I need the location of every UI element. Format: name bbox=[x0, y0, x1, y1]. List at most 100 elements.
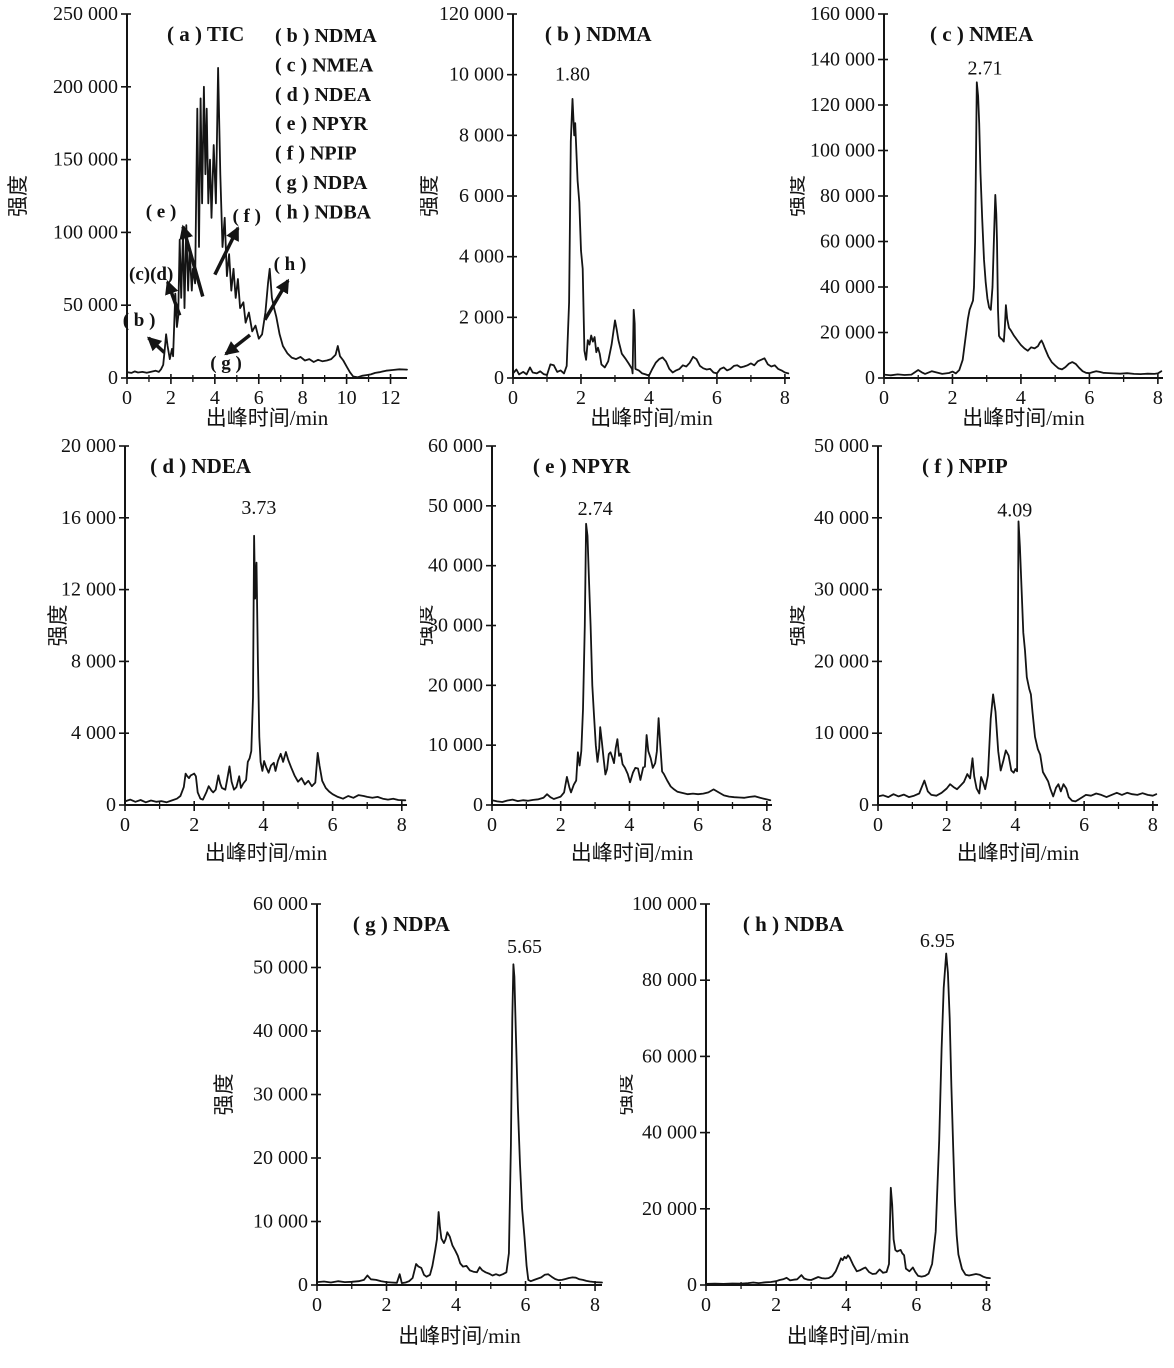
legend-item: ( f ) NPIP bbox=[275, 143, 357, 165]
annotation-arrow bbox=[147, 336, 166, 354]
y-tick-label: 8 000 bbox=[71, 650, 116, 672]
chromatogram-panel-b: 0 2 4 6 8 0 2 000 4 000 6 000 8 000 10 000 120 000 (… bbox=[417, 0, 790, 430]
y-tick-label: 200 000 bbox=[53, 76, 118, 98]
x-axis-title: 出峰时间/min bbox=[571, 841, 694, 865]
y-tick-label: 0 bbox=[108, 367, 118, 389]
x-axis-title: 出峰时间/min bbox=[205, 841, 328, 865]
chromatogram-chart-c: 0 2 4 6 8 0 20 000 40 000 60 000 80 000 100 000 120… bbox=[784, 3, 1163, 430]
y-tick-label: 50 000 bbox=[253, 957, 308, 979]
y-tick-label: 40 000 bbox=[820, 276, 875, 298]
annotation-arrow bbox=[224, 333, 252, 356]
y-tick-label: 0 bbox=[106, 794, 116, 816]
annotation-label: ( g ) bbox=[210, 353, 242, 374]
annotation-label: ( e ) bbox=[146, 202, 177, 223]
y-tick-label: 120 000 bbox=[810, 94, 875, 116]
x-axis-title: 出峰时间/min bbox=[206, 406, 329, 430]
peak-retention-label: 5.65 bbox=[507, 936, 542, 958]
chromatogram-chart-b: 0 2 4 6 8 0 2 000 4 000 6 000 8 000 10 000 120 000 (… bbox=[417, 3, 790, 430]
panel-title: ( d ) NDEA bbox=[150, 454, 252, 478]
peak-retention-label: 6.95 bbox=[920, 930, 955, 952]
chromatogram-chart-f: 0 2 4 6 8 0 10 000 20 000 30 000 40 000 50 000 ( f … bbox=[784, 435, 1158, 865]
peak-retention-label: 2.74 bbox=[578, 498, 613, 520]
x-tick-label: 8 bbox=[590, 1294, 600, 1316]
series-line-NDBA bbox=[705, 952, 991, 1285]
x-tick-label: 8 bbox=[780, 387, 790, 409]
legend-item: ( b ) NDMA bbox=[275, 25, 377, 47]
panel-title: ( h ) NDBA bbox=[743, 912, 845, 936]
x-tick-label: 2 bbox=[556, 814, 566, 836]
x-tick-label: 4 bbox=[624, 814, 634, 836]
legend-item: ( e ) NPYR bbox=[275, 113, 368, 135]
y-tick-label: 20 000 bbox=[814, 650, 869, 672]
x-tick-label: 4 bbox=[258, 814, 268, 836]
y-tick-label: 40 000 bbox=[253, 1020, 308, 1042]
chromatogram-panel-d: 0 2 4 6 8 0 4 000 8 000 12 000 16 000 20 000 ( d ) … bbox=[0, 430, 420, 890]
x-tick-label: 2 bbox=[576, 387, 586, 409]
y-tick-label: 160 000 bbox=[810, 3, 875, 25]
panel-title: ( f ) NPIP bbox=[922, 454, 1008, 478]
chromatogram-panel-a: 0 2 4 6 8 10 12 0 50 000 100 000 150 000 200 000 250… bbox=[0, 0, 420, 430]
legend-item: ( d ) NDEA bbox=[275, 84, 372, 106]
x-axis-title: 出峰时间/min bbox=[957, 841, 1080, 865]
y-axis-title: 强度 bbox=[420, 175, 441, 217]
x-tick-label: 0 bbox=[701, 1294, 711, 1316]
panel-title: ( b ) NDMA bbox=[545, 22, 653, 46]
panel-title: ( e ) NPYR bbox=[533, 454, 631, 478]
x-tick-label: 2 bbox=[942, 814, 952, 836]
x-tick-label: 6 bbox=[328, 814, 338, 836]
y-tick-label: 12 000 bbox=[61, 579, 116, 601]
y-tick-label: 120 000 bbox=[439, 3, 504, 25]
annotation-arrow bbox=[213, 226, 240, 276]
x-tick-label: 10 bbox=[337, 387, 357, 409]
y-tick-label: 0 bbox=[473, 794, 483, 816]
peak-retention-label: 4.09 bbox=[997, 499, 1032, 521]
y-tick-label: 50 000 bbox=[63, 294, 118, 316]
y-tick-label: 20 000 bbox=[61, 435, 116, 457]
x-tick-label: 6 bbox=[1084, 387, 1094, 409]
x-tick-label: 8 bbox=[1153, 387, 1163, 409]
x-tick-label: 2 bbox=[947, 387, 957, 409]
panel-title: ( c ) NMEA bbox=[930, 22, 1034, 46]
x-tick-label: 6 bbox=[911, 1294, 921, 1316]
series-line-TIC bbox=[126, 67, 408, 379]
legend-item: ( c ) NMEA bbox=[275, 54, 374, 76]
y-tick-label: 250 000 bbox=[53, 3, 118, 25]
y-tick-label: 60 000 bbox=[642, 1045, 697, 1067]
y-tick-label: 40 000 bbox=[814, 507, 869, 529]
x-tick-label: 2 bbox=[382, 1294, 392, 1316]
y-tick-label: 50 000 bbox=[814, 435, 869, 457]
x-tick-label: 4 bbox=[1016, 387, 1026, 409]
x-tick-label: 0 bbox=[508, 387, 518, 409]
x-tick-label: 6 bbox=[1079, 814, 1089, 836]
y-tick-label: 100 000 bbox=[810, 140, 875, 162]
annotation-arrow bbox=[165, 280, 182, 316]
y-tick-label: 30 000 bbox=[814, 579, 869, 601]
x-tick-label: 6 bbox=[521, 1294, 531, 1316]
annotation-label: ( f ) bbox=[232, 206, 260, 227]
series-line-NMEA bbox=[883, 81, 1163, 377]
y-tick-label: 0 bbox=[687, 1274, 697, 1296]
x-tick-label: 8 bbox=[762, 814, 772, 836]
series-line-NPIP bbox=[877, 520, 1158, 803]
peak-retention-label: 3.73 bbox=[241, 497, 276, 519]
y-tick-label: 10 000 bbox=[253, 1211, 308, 1233]
y-axis-title: 强度 bbox=[420, 605, 436, 647]
y-tick-label: 8 000 bbox=[459, 124, 504, 146]
y-tick-label: 16 000 bbox=[61, 507, 116, 529]
y-tick-label: 0 bbox=[865, 367, 875, 389]
series-line-NDEA bbox=[124, 534, 407, 804]
y-tick-label: 20 000 bbox=[642, 1198, 697, 1220]
y-axis-title: 强度 bbox=[620, 1074, 636, 1116]
y-tick-label: 100 000 bbox=[53, 221, 118, 243]
annotation-label: ( h ) bbox=[274, 254, 307, 275]
annotation-label: ( b ) bbox=[123, 310, 156, 331]
y-axis-title: 强度 bbox=[790, 175, 808, 217]
x-axis-title: 出峰时间/min bbox=[398, 1324, 521, 1348]
chromatogram-panel-g: 0 2 4 6 8 0 10 000 20 000 30 000 40 000 50 000 60 0… bbox=[190, 890, 620, 1368]
y-tick-label: 40 000 bbox=[428, 555, 483, 577]
x-tick-label: 8 bbox=[981, 1294, 991, 1316]
y-tick-label: 140 000 bbox=[810, 49, 875, 71]
y-axis-title: 强度 bbox=[6, 175, 30, 217]
x-tick-label: 0 bbox=[312, 1294, 322, 1316]
y-tick-label: 4 000 bbox=[71, 722, 116, 744]
